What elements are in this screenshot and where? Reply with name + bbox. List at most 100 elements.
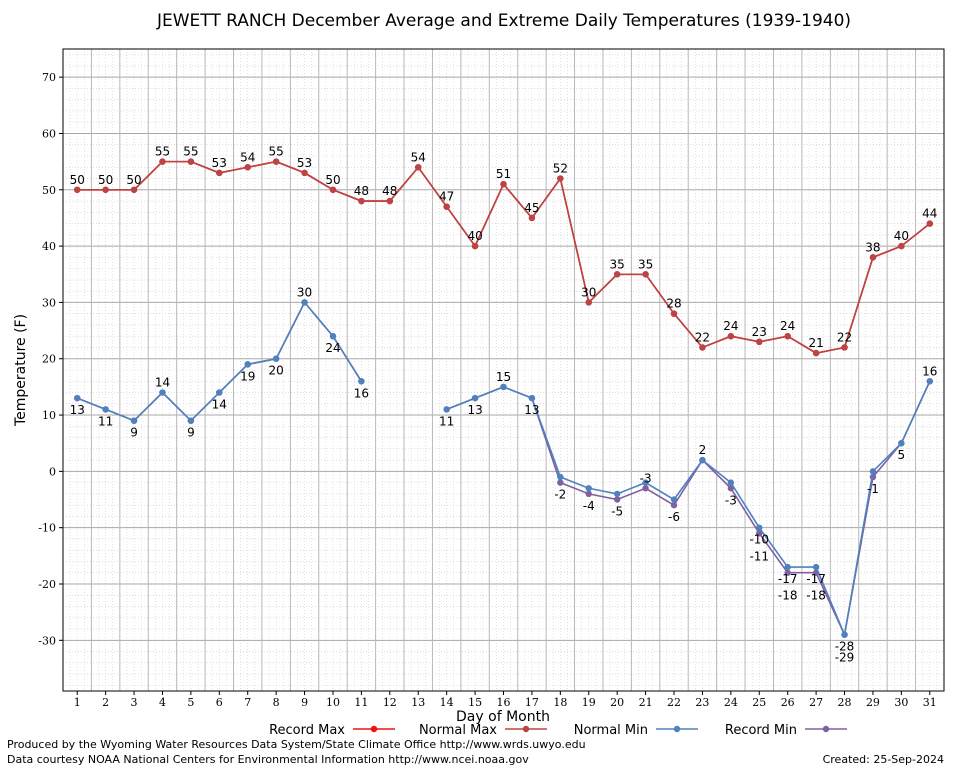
x-tick-label: 29: [866, 696, 880, 709]
record-min-data-label: 13: [70, 403, 85, 417]
normal-max-point: [74, 186, 81, 193]
normal-min-point: [784, 563, 791, 571]
x-tick-label: 9: [301, 696, 308, 709]
record-min-data-label: 13: [524, 403, 539, 417]
record-min-data-label: 19: [240, 369, 255, 383]
record-min-point: [557, 479, 564, 486]
record-min-data-label: -5: [611, 505, 623, 519]
record-max-data-label: 48: [354, 184, 369, 198]
normal-min-point: [727, 479, 735, 486]
normal-min-point: [471, 394, 479, 402]
normal-max-point: [613, 271, 621, 278]
normal-min-point: [898, 440, 905, 447]
grid: [63, 49, 944, 691]
record-min-data-label: -3: [640, 471, 652, 485]
record-min-data-label: 14: [212, 398, 227, 412]
record-max-data-label: 48: [382, 184, 397, 198]
x-tick-label: 6: [216, 696, 223, 709]
x-tick-label: 17: [525, 696, 539, 709]
normal-max-point: [244, 164, 251, 171]
normal-min-data-label: -17: [778, 572, 798, 586]
record-max-data-label: 35: [638, 257, 653, 271]
x-tick-label: 31: [923, 696, 937, 709]
record-min-data-label: -18: [778, 589, 798, 603]
record-min-data-label: 14: [155, 376, 170, 390]
record-max-data-label: 38: [865, 240, 880, 254]
record-max-data-label: 50: [70, 173, 85, 187]
x-tick-label: 30: [894, 696, 908, 709]
record-min-data-label: -4: [583, 499, 595, 513]
normal-max-point: [699, 344, 706, 351]
y-axis-label: Temperature (F): [13, 314, 29, 427]
y-tick-label: -10: [38, 522, 56, 535]
normal-max-point: [443, 203, 450, 210]
record-min-data-label: 16: [354, 386, 369, 400]
x-tick-label: 21: [639, 696, 653, 709]
x-tick-label: 15: [468, 696, 482, 709]
x-tick-label: 16: [497, 696, 511, 709]
normal-min-point: [869, 468, 877, 475]
legend-marker-normal-min: [673, 725, 681, 733]
normal-max-point: [102, 186, 109, 193]
record-max-data-label: 50: [325, 173, 340, 187]
normal-min-point: [443, 406, 450, 413]
normal-max-point: [841, 344, 848, 351]
footer-data-courtesy: Data courtesy NOAA National Centers for …: [7, 753, 529, 766]
y-tick-label: 70: [42, 71, 56, 84]
record-max-data-label: 53: [212, 156, 227, 170]
record-min-data-label: 16: [922, 364, 937, 378]
record-min-data-label: -3: [725, 493, 737, 507]
normal-max-point: [926, 220, 933, 227]
y-tick-label: 10: [42, 409, 56, 422]
normal-min-point: [301, 299, 308, 306]
x-tick-label: 1: [74, 696, 81, 709]
record-min-point: [613, 496, 621, 503]
x-tick-label: 28: [838, 696, 852, 709]
normal-min-point: [699, 456, 706, 464]
normal-max-point: [500, 180, 507, 188]
y-tick-label: -30: [38, 634, 56, 647]
record-max-data-label: 28: [666, 297, 681, 311]
record-max-data-label: 24: [723, 319, 738, 333]
normal-max-point: [187, 158, 195, 165]
normal-max-point: [585, 299, 592, 306]
record-min-data-label: 11: [439, 414, 454, 428]
normal-min-point: [329, 333, 337, 340]
normal-min-point: [500, 383, 507, 391]
record-min-data-label: -11: [749, 549, 769, 563]
normal-max-point: [329, 186, 337, 193]
record-max-data-label: 55: [183, 145, 198, 159]
normal-min-point: [557, 473, 564, 481]
y-tick-label: 60: [42, 127, 56, 140]
normal-min-point: [244, 361, 251, 368]
y-tick-label: 30: [42, 296, 56, 309]
legend-marker-record-min: [822, 725, 830, 733]
normal-min-point: [159, 389, 166, 396]
normal-max-point: [898, 242, 905, 250]
record-min-data-label: 9: [130, 426, 138, 440]
record-max-data-label: 24: [780, 319, 795, 333]
record-max-data-label: 30: [581, 285, 596, 299]
legend-label-normal-max: Normal Max: [419, 723, 497, 738]
x-tick-label: 23: [695, 696, 709, 709]
record-max-data-label: 22: [837, 330, 852, 344]
normal-min-point: [272, 355, 280, 362]
normal-min-point: [358, 378, 365, 385]
footer-produced-by: Produced by the Wyoming Water Resources …: [7, 738, 586, 751]
record-max-data-label: 55: [269, 145, 284, 159]
record-min-data-label: 24: [325, 341, 340, 355]
record-min-data-label: 5: [898, 448, 906, 462]
record-min-point: [670, 501, 678, 509]
normal-min-data-label: -17: [806, 572, 826, 586]
record-min-data-label: 9: [187, 426, 195, 440]
x-tick-label: 5: [187, 696, 194, 709]
record-max-data-label: 44: [922, 207, 937, 221]
x-tick-label: 3: [131, 696, 138, 709]
normal-min-point: [528, 394, 536, 402]
x-tick-label: 24: [724, 696, 738, 709]
record-max-data-label: 53: [297, 156, 312, 170]
record-min-point: [585, 490, 592, 498]
x-tick-label: 22: [667, 696, 681, 709]
record-min-data-label: 20: [269, 364, 284, 378]
